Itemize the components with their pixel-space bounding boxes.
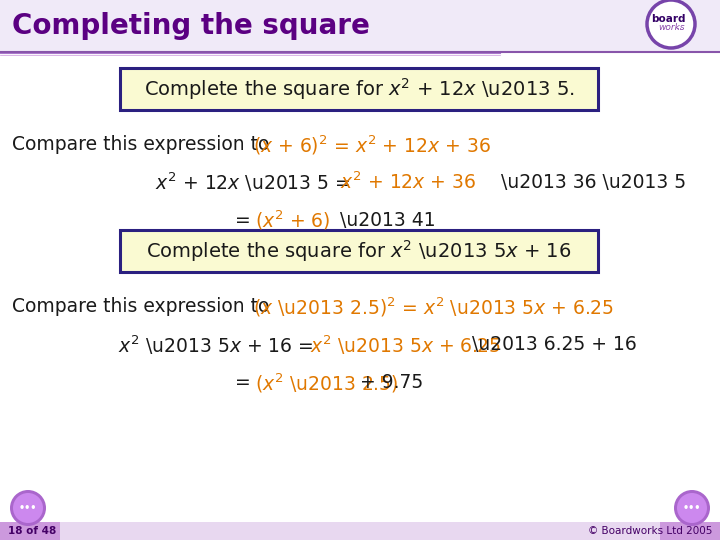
Circle shape bbox=[10, 490, 46, 526]
FancyBboxPatch shape bbox=[120, 230, 598, 272]
Text: $\mathit{x}^2$ + 12$\mathit{x}$ + 36: $\mathit{x}^2$ + 12$\mathit{x}$ + 36 bbox=[340, 171, 476, 193]
Text: Complete the square for $\mathit{x}^2$ + 12$\mathit{x}$ \u2013 5.: Complete the square for $\mathit{x}^2$ +… bbox=[144, 76, 575, 102]
FancyBboxPatch shape bbox=[60, 522, 660, 540]
Text: =: = bbox=[235, 211, 257, 229]
Text: $\mathit{x}^2$ \u2013 5$\mathit{x}$ + 6.25: $\mathit{x}^2$ \u2013 5$\mathit{x}$ + 6.… bbox=[310, 333, 501, 357]
Text: •••: ••• bbox=[19, 503, 37, 513]
Circle shape bbox=[674, 490, 710, 526]
Text: \u2013 36 \u2013 5: \u2013 36 \u2013 5 bbox=[495, 172, 686, 192]
FancyBboxPatch shape bbox=[0, 522, 720, 540]
Text: works: works bbox=[659, 23, 685, 31]
Circle shape bbox=[647, 0, 695, 48]
Circle shape bbox=[677, 493, 707, 523]
FancyBboxPatch shape bbox=[0, 0, 720, 52]
Text: $\mathit{x}^2$ + 12$\mathit{x}$ \u2013 5 =: $\mathit{x}^2$ + 12$\mathit{x}$ \u2013 5… bbox=[155, 170, 352, 194]
Text: board: board bbox=[651, 14, 685, 24]
Text: $\mathit{(x}$ + 6$\mathit{)}^2$ = $\mathit{x}^2$ + 12$\mathit{x}$ + 36: $\mathit{(x}$ + 6$\mathit{)}^2$ = $\math… bbox=[253, 133, 491, 157]
Text: Completing the square: Completing the square bbox=[12, 12, 370, 40]
Circle shape bbox=[13, 493, 43, 523]
FancyBboxPatch shape bbox=[660, 522, 720, 540]
Text: $\mathit{(x}^2$ + 6$\mathit{)}$: $\mathit{(x}^2$ + 6$\mathit{)}$ bbox=[255, 208, 330, 232]
Text: Complete the square for $\mathit{x}^2$ \u2013 5$\mathit{x}$ + 16: Complete the square for $\mathit{x}^2$ \… bbox=[146, 238, 572, 264]
Text: •••: ••• bbox=[683, 503, 701, 513]
Text: =: = bbox=[235, 374, 257, 393]
Text: \u2013 41: \u2013 41 bbox=[340, 211, 436, 229]
Text: ...: ... bbox=[675, 24, 683, 30]
Text: Compare this expression to: Compare this expression to bbox=[12, 136, 275, 154]
Text: © Boardworks Ltd 2005: © Boardworks Ltd 2005 bbox=[588, 526, 712, 536]
Text: 18 of 48: 18 of 48 bbox=[8, 526, 56, 536]
Text: $\mathit{x}^2$ \u2013 5$\mathit{x}$ + 16 =: $\mathit{x}^2$ \u2013 5$\mathit{x}$ + 16… bbox=[118, 333, 315, 357]
Text: $\mathit{(x}$ \u2013 2.5$\mathit{)}^2$ = $\mathit{x}^2$ \u2013 5$\mathit{x}$ + 6: $\mathit{(x}$ \u2013 2.5$\mathit{)}^2$ =… bbox=[253, 295, 613, 319]
Text: Compare this expression to: Compare this expression to bbox=[12, 298, 275, 316]
FancyBboxPatch shape bbox=[120, 68, 598, 110]
Text: $\mathit{(x}^2$ \u2013 2.5$\mathit{)}$: $\mathit{(x}^2$ \u2013 2.5$\mathit{)}$ bbox=[255, 372, 399, 395]
Text: \u2013 6.25 + 16: \u2013 6.25 + 16 bbox=[472, 335, 636, 354]
Text: + 9.75: + 9.75 bbox=[360, 374, 423, 393]
